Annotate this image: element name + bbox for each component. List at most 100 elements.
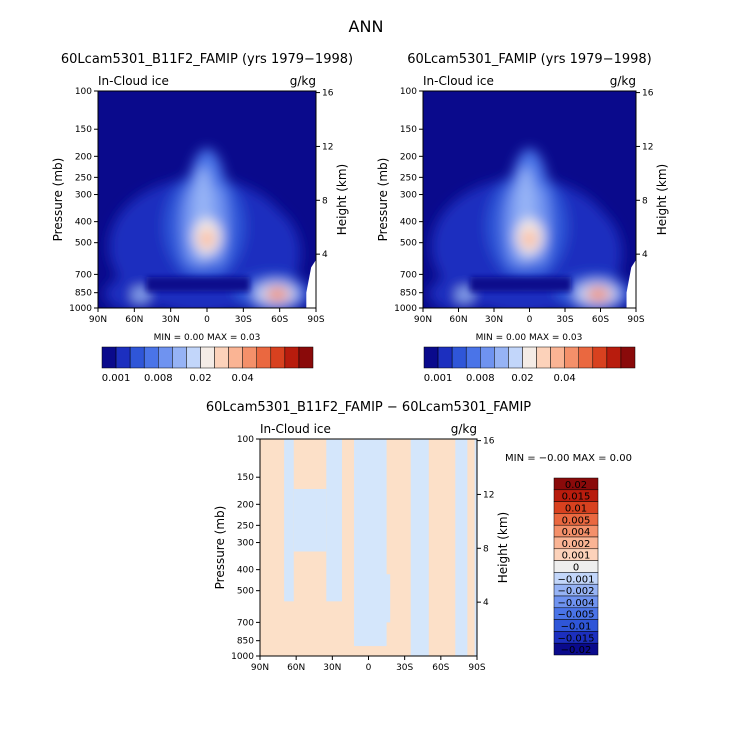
x-tick-label: 0 xyxy=(204,315,210,325)
y-tick-label: 200 xyxy=(400,152,417,162)
x-tick-label: 90S xyxy=(468,663,485,673)
y-tick-label: 250 xyxy=(400,173,417,183)
colorbar-swatch xyxy=(423,346,439,369)
x-tick-label: 30S xyxy=(396,663,413,673)
colorbar-label: −0.001 xyxy=(557,574,594,585)
stats-text: MIN = 0.00 MAX = 0.03 xyxy=(476,333,583,343)
colorbar-swatch xyxy=(480,346,495,369)
positive-band-sh-sub xyxy=(386,439,411,656)
height-tick-label: 12 xyxy=(642,142,653,152)
colorbar-swatch xyxy=(101,346,117,369)
y-tick-label: 300 xyxy=(237,539,254,549)
y-tick-label: 150 xyxy=(400,125,417,135)
y-tick-label: 1000 xyxy=(69,304,92,314)
y-tick-label: 100 xyxy=(237,435,254,445)
x-tick-label: 0 xyxy=(366,663,372,673)
height-tick-label: 4 xyxy=(483,598,489,608)
colorbar-label: −0.01 xyxy=(561,622,592,633)
y-axis-label: Pressure (mb) xyxy=(376,158,390,242)
colorbar-swatch xyxy=(143,346,159,369)
height-tick-label: 8 xyxy=(322,196,328,206)
height-tick-label: 8 xyxy=(642,196,648,206)
y-tick-label: 1000 xyxy=(231,652,254,662)
colorbar-swatch xyxy=(228,346,243,369)
colorbar-label: 0.002 xyxy=(562,539,591,550)
height-tick-label: 16 xyxy=(322,89,334,99)
colorbar-label: 0.008 xyxy=(144,373,173,384)
colorbar-swatch xyxy=(508,346,523,369)
colorbar-label: −0.02 xyxy=(561,645,592,656)
y-tick-label: 500 xyxy=(400,239,417,249)
field-blobs xyxy=(104,148,312,308)
colorbar-swatch xyxy=(451,346,467,369)
y-tick-label: 500 xyxy=(237,587,254,597)
topography-mask xyxy=(306,259,316,308)
colorbar-swatch xyxy=(115,346,131,369)
y-tick-label: 150 xyxy=(75,125,92,135)
x-tick-label: 30N xyxy=(323,663,341,673)
y-axis-label: Pressure (mb) xyxy=(213,506,227,590)
x-tick-label: 60N xyxy=(287,663,305,673)
colorbar-label: −0.005 xyxy=(557,610,594,621)
x-tick-label: 90N xyxy=(251,663,269,673)
x-tick-label: 60N xyxy=(449,315,467,325)
y-tick-label: 300 xyxy=(400,191,417,201)
y-tick-label: 1000 xyxy=(394,304,417,314)
colorbar-swatch xyxy=(522,346,537,369)
colorbar-swatch xyxy=(129,346,145,369)
colorbar-label: 0.04 xyxy=(232,373,254,384)
height-tick-label: 4 xyxy=(322,250,328,260)
colorbar-label: 0.001 xyxy=(562,551,591,562)
units-label: g/kg xyxy=(290,74,316,88)
height-axis-label: Height (km) xyxy=(496,512,510,583)
field-positive-regions xyxy=(260,439,475,656)
colorbar-label: 0.02 xyxy=(189,373,211,384)
y-tick-label: 400 xyxy=(237,566,254,576)
y-tick-label: 700 xyxy=(75,270,92,280)
ice-blob-nh-max xyxy=(456,287,473,302)
panel-difference: 60Lcam5301_B11F2_FAMIP − 60Lcam5301_FAMI… xyxy=(206,400,632,673)
x-tick-label: 90N xyxy=(89,315,107,325)
colorbar-swatch xyxy=(172,346,187,369)
height-tick-label: 12 xyxy=(322,142,333,152)
y-axis-label: Pressure (mb) xyxy=(51,158,65,242)
x-tick-label: 60S xyxy=(432,663,449,673)
field-layer xyxy=(98,91,316,308)
x-tick-label: 90S xyxy=(307,315,324,325)
colorbar-swatch xyxy=(298,346,314,369)
colorbar-swatch xyxy=(494,346,509,369)
y-tick-label: 400 xyxy=(75,218,92,228)
colorbar-swatch xyxy=(620,346,636,369)
y-tick-label: 400 xyxy=(400,218,417,228)
colorbar-swatch xyxy=(284,346,300,369)
y-tick-label: 700 xyxy=(400,270,417,280)
x-tick-label: 90S xyxy=(627,315,644,325)
colorbar-label: 0.005 xyxy=(562,515,591,526)
colorbar-label: 0.015 xyxy=(562,492,591,503)
stats-text: MIN = 0.00 MAX = 0.03 xyxy=(154,333,261,343)
y-tick-label: 300 xyxy=(75,191,92,201)
y-tick-label: 500 xyxy=(75,239,92,249)
colorbar-label: 0 xyxy=(573,563,579,574)
x-tick-label: 60S xyxy=(271,315,288,325)
ice-blob-core-max xyxy=(200,229,214,248)
ice-blob-core-max xyxy=(522,229,537,248)
colorbar-swatch xyxy=(437,346,453,369)
field-layer xyxy=(423,91,636,308)
y-tick-label: 250 xyxy=(237,521,254,531)
colorbar-label: 0.008 xyxy=(466,373,495,384)
colorbar-label: −0.002 xyxy=(557,586,594,597)
y-tick-label: 850 xyxy=(400,289,417,299)
panel-right: 60Lcam5301_FAMIP (yrs 1979−1998) In-Cloud… xyxy=(376,52,669,384)
colorbar-label: −0.004 xyxy=(557,598,594,609)
y-tick-label: 200 xyxy=(237,500,254,510)
colorbar-swatch xyxy=(242,346,257,369)
y-tick-label: 250 xyxy=(75,173,92,183)
panel-title: 60Lcam5301_B11F2_FAMIP − 60Lcam5301_FAMI… xyxy=(206,400,531,415)
y-tick-label: 850 xyxy=(237,637,254,647)
negative-patch-upper xyxy=(293,489,327,552)
field-blobs xyxy=(428,148,633,308)
x-tick-label: 60S xyxy=(592,315,609,325)
colorbar-label: 0.004 xyxy=(562,527,591,538)
colorbar-swatch xyxy=(214,346,229,369)
